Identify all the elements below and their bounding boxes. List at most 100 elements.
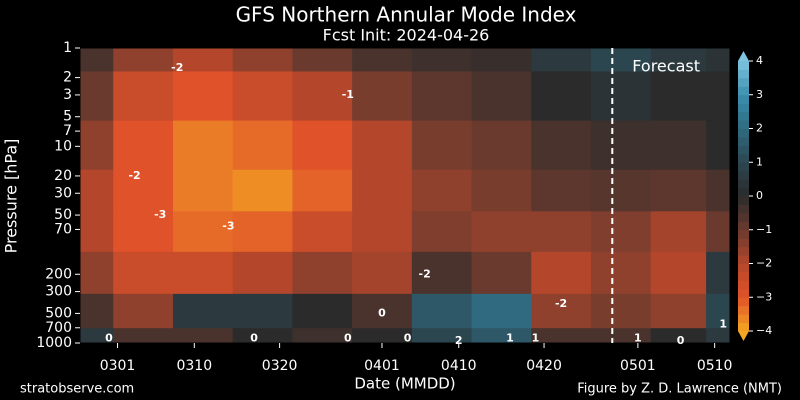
field-cell bbox=[590, 71, 652, 122]
field-cell bbox=[113, 328, 174, 343]
field-cell bbox=[113, 251, 174, 295]
field-cell bbox=[232, 251, 293, 295]
field-cell bbox=[292, 71, 353, 122]
field-cell bbox=[352, 120, 413, 171]
colorbar-step bbox=[738, 86, 749, 96]
y-tick-label: 300 bbox=[45, 284, 72, 300]
field-cell bbox=[650, 211, 707, 253]
contour-label: 0 bbox=[404, 332, 412, 345]
field-cell bbox=[411, 71, 473, 122]
y-tick-label: 70 bbox=[54, 221, 72, 237]
field-cell bbox=[232, 48, 293, 72]
field-cell bbox=[172, 48, 234, 72]
field-cell bbox=[172, 120, 234, 171]
field-cell bbox=[471, 71, 532, 122]
colorbar-extend-bottom bbox=[738, 331, 749, 341]
colorbar-step bbox=[738, 238, 749, 248]
field-cell bbox=[172, 251, 234, 295]
field-cell bbox=[650, 48, 707, 72]
colorbar-tick-label: 0 bbox=[756, 189, 763, 202]
colorbar-step bbox=[738, 297, 749, 307]
contour-label: 0 bbox=[250, 332, 258, 345]
colorbar-step bbox=[738, 255, 749, 264]
y-tick-label: 200 bbox=[45, 266, 72, 282]
colorbar-step bbox=[738, 120, 749, 129]
field-cell bbox=[80, 71, 114, 122]
field-cell bbox=[113, 120, 174, 171]
field-cell bbox=[232, 293, 293, 329]
colorbar-step bbox=[738, 69, 749, 79]
contour-label: 0 bbox=[344, 332, 352, 345]
y-tick-label: 700 bbox=[45, 320, 72, 336]
colorbar-step bbox=[738, 246, 749, 256]
contour-label: -2 bbox=[128, 169, 140, 182]
contour-label: -3 bbox=[154, 208, 166, 221]
colorbar-step bbox=[738, 77, 749, 87]
field-cell bbox=[706, 71, 730, 122]
contour-label: 1 bbox=[532, 332, 540, 345]
footer-right: Figure by Z. D. Lawrence (NMT) bbox=[577, 382, 782, 397]
colorbar-step bbox=[738, 212, 749, 222]
field-cell bbox=[172, 211, 234, 253]
colorbar-step bbox=[738, 61, 749, 70]
field-cell bbox=[471, 211, 532, 253]
field-cell bbox=[352, 251, 413, 295]
field-cell bbox=[411, 251, 473, 295]
field-cell bbox=[113, 211, 174, 253]
field-cell bbox=[411, 120, 473, 171]
field-cell bbox=[531, 169, 592, 212]
field-cell bbox=[80, 293, 114, 329]
field-cell bbox=[292, 48, 353, 72]
field-cell bbox=[232, 328, 293, 343]
field-cell bbox=[113, 169, 174, 212]
field-cell bbox=[471, 328, 532, 343]
field-cell bbox=[80, 251, 114, 295]
field-cell bbox=[706, 120, 730, 171]
field-cell bbox=[471, 48, 532, 72]
colorbar-tick-label: −1 bbox=[756, 223, 772, 236]
field-cell bbox=[80, 48, 114, 72]
x-tick-label: 0310 bbox=[176, 358, 212, 374]
field-cell bbox=[292, 120, 353, 171]
field-cell bbox=[650, 293, 707, 329]
y-tick-label: 1 bbox=[63, 40, 72, 56]
field-cell bbox=[172, 169, 234, 212]
field-cell bbox=[590, 211, 652, 253]
colorbar-tick-label: 1 bbox=[756, 155, 763, 168]
field bbox=[80, 48, 730, 343]
y-tick-label: 7 bbox=[63, 123, 72, 139]
colorbar-step bbox=[738, 221, 749, 231]
contour-label: 0 bbox=[677, 334, 685, 347]
field-cell bbox=[292, 293, 353, 329]
colorbar-tick-label: −2 bbox=[756, 257, 772, 270]
forecast-label: Forecast bbox=[632, 57, 700, 76]
field-cell bbox=[352, 48, 413, 72]
colorbar-step bbox=[738, 263, 749, 273]
plot-frame bbox=[79, 47, 731, 344]
x-tick-label: 0401 bbox=[364, 358, 400, 374]
colorbar-step bbox=[738, 94, 749, 104]
colorbar-tick-label: 2 bbox=[756, 122, 763, 135]
field-cell bbox=[531, 71, 592, 122]
contour-label: 1 bbox=[634, 332, 642, 345]
field-cell bbox=[113, 48, 174, 72]
x-tick-label: 0510 bbox=[697, 358, 733, 374]
colorbar-step bbox=[738, 271, 749, 281]
x-tick-label: 0420 bbox=[526, 358, 562, 374]
colorbar-step bbox=[738, 162, 749, 172]
colorbar-step bbox=[738, 128, 749, 138]
colorbar-tick-label: −4 bbox=[756, 324, 772, 337]
field-cell bbox=[113, 71, 174, 122]
field-cell bbox=[292, 211, 353, 253]
field-cell bbox=[706, 328, 730, 343]
field-cell bbox=[531, 328, 592, 343]
contour-label: -2 bbox=[419, 267, 431, 280]
colorbar-step bbox=[738, 229, 749, 239]
field-cell bbox=[352, 211, 413, 253]
field-cell bbox=[531, 293, 592, 329]
field-cell bbox=[531, 48, 592, 72]
y-tick-label: 2 bbox=[63, 70, 72, 86]
field-cell bbox=[411, 48, 473, 72]
field-cell bbox=[706, 48, 730, 72]
